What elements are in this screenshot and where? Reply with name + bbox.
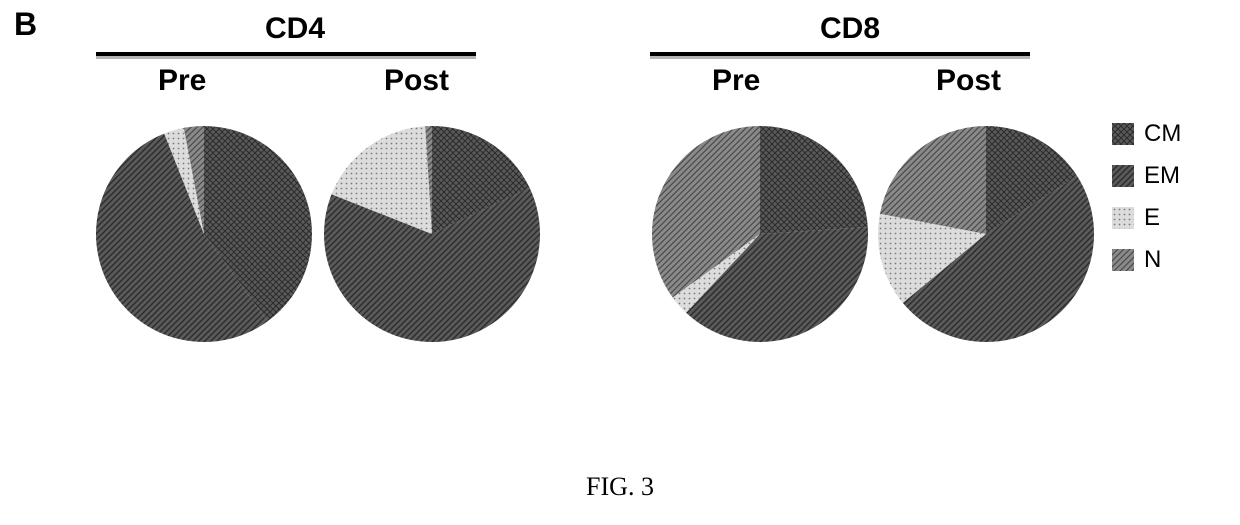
legend-item-em: EM [1112, 162, 1181, 190]
pie-cd8-pre [652, 126, 868, 342]
group-underline-shadow-cd4 [96, 56, 476, 59]
sub-title-cd4-pre: Pre [158, 64, 206, 98]
legend-swatch-cm [1112, 123, 1134, 145]
legend-swatch-em [1112, 165, 1134, 187]
legend-label-n: N [1144, 246, 1161, 274]
legend-label-em: EM [1144, 162, 1180, 190]
legend: CM EM EN [1112, 120, 1181, 288]
pie-cd4-post [324, 126, 540, 342]
figure-panel: B CD4 CD8 Pre Post Pre Post CM EM EN FIG. … [0, 0, 1240, 525]
pie-cd4-pre [96, 126, 312, 342]
group-underline-shadow-cd8 [650, 56, 1030, 59]
legend-swatch-e [1112, 207, 1134, 229]
group-underline-cd4 [96, 52, 476, 56]
legend-item-e: E [1112, 204, 1181, 232]
group-title-cd4: CD4 [265, 12, 325, 46]
sub-title-cd8-pre: Pre [712, 64, 760, 98]
legend-swatch-n [1112, 249, 1134, 271]
pie-slice-cm [760, 126, 868, 234]
legend-item-n: N [1112, 246, 1181, 274]
legend-label-cm: CM [1144, 120, 1181, 148]
figure-caption: FIG. 3 [0, 472, 1240, 502]
group-underline-cd8 [650, 52, 1030, 56]
legend-label-e: E [1144, 204, 1160, 232]
pie-cd8-post [878, 126, 1094, 342]
panel-letter: B [14, 6, 37, 43]
sub-title-cd8-post: Post [936, 64, 1001, 98]
legend-item-cm: CM [1112, 120, 1181, 148]
sub-title-cd4-post: Post [384, 64, 449, 98]
group-title-cd8: CD8 [820, 12, 880, 46]
